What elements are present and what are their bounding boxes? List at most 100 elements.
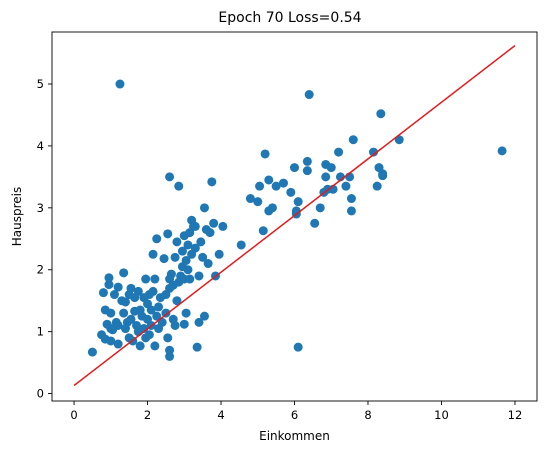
data-point bbox=[104, 280, 114, 290]
data-point bbox=[341, 181, 351, 191]
data-point bbox=[113, 282, 123, 292]
data-point bbox=[115, 79, 125, 89]
data-point bbox=[179, 319, 189, 329]
data-point bbox=[181, 255, 191, 265]
data-point bbox=[165, 351, 175, 361]
x-tick-label: 2 bbox=[144, 408, 151, 422]
data-point bbox=[209, 218, 219, 228]
data-point bbox=[126, 283, 136, 293]
data-point bbox=[170, 320, 180, 330]
data-point bbox=[174, 181, 184, 191]
data-point bbox=[326, 163, 336, 173]
data-point bbox=[183, 265, 193, 275]
y-tick-label: 0 bbox=[37, 387, 44, 401]
data-point bbox=[177, 246, 187, 256]
regression-line bbox=[73, 45, 516, 387]
data-point bbox=[190, 221, 200, 231]
data-point bbox=[165, 172, 175, 182]
data-point bbox=[264, 175, 274, 185]
data-point bbox=[165, 345, 175, 355]
y-tick-label: 2 bbox=[37, 263, 44, 277]
data-point bbox=[109, 290, 119, 300]
data-point bbox=[346, 206, 356, 216]
data-point bbox=[378, 169, 388, 179]
data-point bbox=[198, 252, 208, 262]
data-point bbox=[293, 342, 303, 352]
data-point bbox=[106, 336, 116, 346]
data-point bbox=[304, 90, 314, 100]
data-point bbox=[150, 341, 160, 351]
data-point bbox=[310, 218, 320, 228]
data-point bbox=[253, 197, 263, 207]
data-point bbox=[196, 237, 206, 247]
y-tick-label: 3 bbox=[37, 201, 44, 215]
data-point bbox=[302, 166, 312, 176]
data-point bbox=[141, 274, 151, 284]
data-point bbox=[334, 147, 344, 157]
data-point bbox=[267, 203, 277, 213]
data-point bbox=[205, 228, 215, 238]
data-point bbox=[150, 274, 160, 284]
data-point bbox=[199, 311, 209, 321]
data-point bbox=[260, 149, 270, 159]
data-point bbox=[194, 271, 204, 281]
data-point bbox=[199, 203, 209, 213]
chart-title: Epoch 70 Loss=0.54 bbox=[218, 10, 361, 26]
data-point bbox=[152, 234, 162, 244]
x-tick-label: 12 bbox=[508, 408, 523, 422]
data-point bbox=[348, 135, 358, 145]
data-point bbox=[245, 194, 255, 204]
data-point bbox=[159, 254, 169, 264]
x-tick-label: 6 bbox=[291, 408, 298, 422]
data-point bbox=[148, 286, 158, 296]
data-point bbox=[172, 237, 182, 247]
data-point bbox=[166, 269, 176, 279]
data-point bbox=[321, 172, 331, 182]
data-point bbox=[113, 339, 123, 349]
data-point bbox=[372, 181, 382, 191]
x-axis-label: Einkommen bbox=[259, 429, 330, 443]
data-point bbox=[369, 147, 378, 157]
data-point bbox=[214, 249, 224, 259]
data-point bbox=[144, 330, 154, 340]
data-point bbox=[146, 305, 156, 315]
data-point bbox=[126, 314, 136, 324]
y-tick-label: 5 bbox=[37, 77, 44, 91]
data-point bbox=[113, 320, 123, 330]
data-point bbox=[119, 308, 129, 318]
data-point bbox=[185, 274, 195, 284]
data-point bbox=[271, 181, 281, 191]
x-axis-ticks: 0 2 4 6 8 10 12 bbox=[70, 401, 522, 422]
data-point bbox=[278, 178, 288, 188]
data-point bbox=[135, 341, 145, 351]
y-axis-label: Hauspreis bbox=[10, 187, 24, 247]
data-point bbox=[218, 221, 228, 231]
data-point bbox=[181, 308, 191, 318]
data-point bbox=[286, 187, 296, 197]
x-tick-label: 4 bbox=[217, 408, 224, 422]
data-point bbox=[163, 229, 173, 239]
data-point bbox=[154, 302, 164, 312]
data-point bbox=[236, 240, 246, 250]
data-point bbox=[293, 197, 303, 207]
data-point bbox=[87, 347, 97, 357]
data-point bbox=[190, 243, 200, 253]
data-point bbox=[152, 311, 162, 321]
regression-line-group bbox=[73, 45, 516, 387]
x-tick-label: 0 bbox=[70, 408, 77, 422]
data-point bbox=[120, 297, 130, 307]
y-tick-label: 4 bbox=[37, 139, 44, 153]
x-tick-label: 10 bbox=[434, 408, 449, 422]
data-point bbox=[119, 268, 129, 278]
data-point bbox=[302, 156, 312, 166]
data-point bbox=[133, 286, 143, 296]
data-point bbox=[346, 194, 356, 204]
data-point bbox=[497, 146, 507, 156]
data-point bbox=[104, 273, 114, 283]
data-point bbox=[376, 109, 386, 119]
data-point bbox=[255, 181, 265, 191]
data-point bbox=[290, 163, 299, 173]
data-point bbox=[203, 259, 213, 269]
